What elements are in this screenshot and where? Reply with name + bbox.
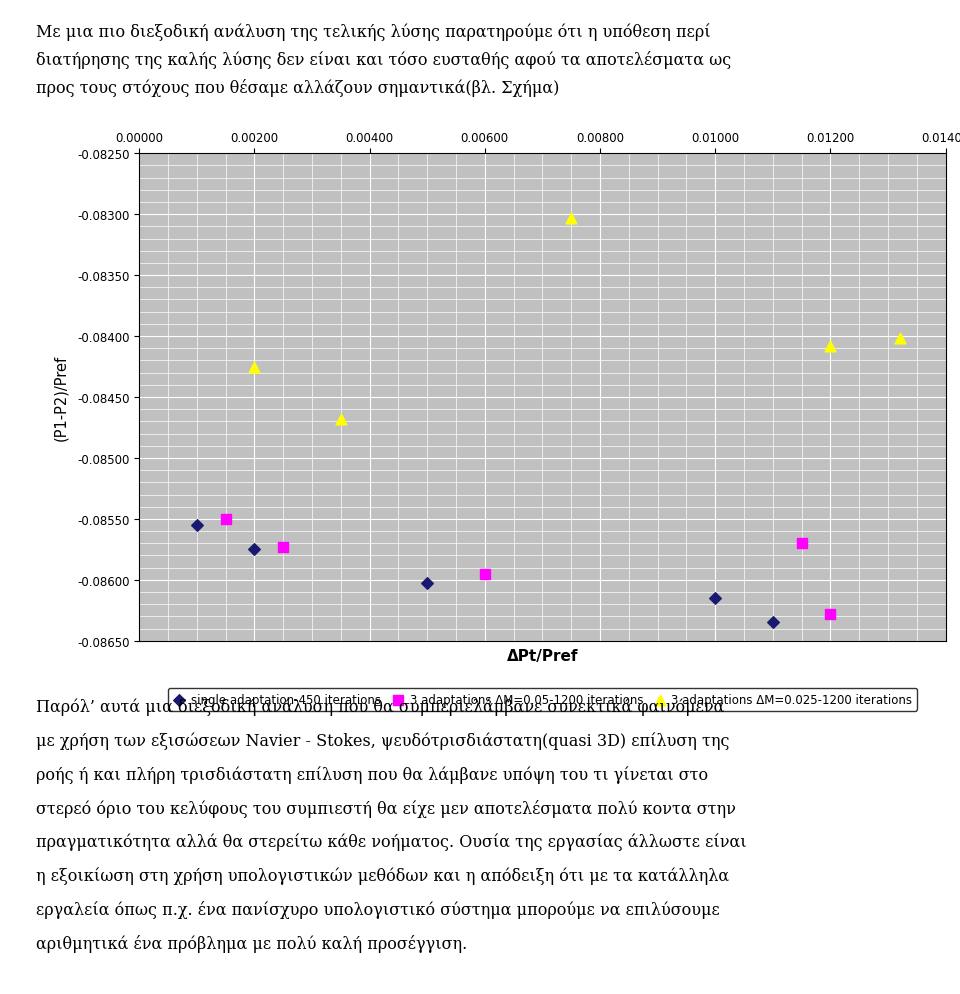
Text: αριθμητικά ένα πρόβλημα με πολύ καλή προσέγγιση.: αριθμητικά ένα πρόβλημα με πολύ καλή προ… bbox=[36, 934, 468, 952]
Text: πραγματικότητα αλλά θα στερείτω κάθε νοήματος. Ουσία της εργασίας άλλωστε είναι: πραγματικότητα αλλά θα στερείτω κάθε νοή… bbox=[36, 833, 747, 851]
3 adaptations ΔM=0.05-1200 iterations bbox=[794, 536, 809, 552]
3 adaptations ΔM=0.05-1200 iterations bbox=[477, 567, 492, 582]
single adaptation-450 iterations bbox=[420, 576, 435, 591]
3 adaptations ΔM=0.025-1200 iterations bbox=[892, 331, 907, 347]
Text: με χρήση των εξισώσεων Navier - Stokes, ψευδότρισδιάστατη(quasi 3D) επίλυση της: με χρήση των εξισώσεων Navier - Stokes, … bbox=[36, 732, 730, 749]
3 adaptations ΔM=0.025-1200 iterations bbox=[333, 412, 348, 427]
3 adaptations ΔM=0.025-1200 iterations bbox=[247, 359, 262, 375]
3 adaptations ΔM=0.05-1200 iterations bbox=[276, 540, 291, 556]
3 adaptations ΔM=0.025-1200 iterations bbox=[564, 211, 579, 227]
Text: στερεό όριο του κελύφους του συμπιεστή θα είχε μεν αποτελέσματα πολύ κοντα στην: στερεό όριο του κελύφους του συμπιεστή θ… bbox=[36, 799, 736, 817]
single adaptation-450 iterations bbox=[189, 518, 204, 534]
single adaptation-450 iterations bbox=[765, 615, 780, 631]
Text: προς τους στόχους που θέσαμε αλλάζουν σημαντικά(βλ. Σχήμα): προς τους στόχους που θέσαμε αλλάζουν ση… bbox=[36, 79, 560, 96]
Y-axis label: (P1-P2)/Pref: (P1-P2)/Pref bbox=[54, 355, 69, 440]
Text: διατήρησης της καλής λύσης δεν είναι και τόσο ευσταθής αφού τα αποτελέσματα ως: διατήρησης της καλής λύσης δεν είναι και… bbox=[36, 51, 732, 69]
Text: ροής ή και πλήρη τρισδιάστατη επίλυση που θα λάμβανε υπόψη του τι γίνεται στο: ροής ή και πλήρη τρισδιάστατη επίλυση πο… bbox=[36, 765, 708, 783]
Text: ΔPt/Pref: ΔPt/Pref bbox=[507, 648, 578, 663]
Text: εργαλεία όπως π.χ. ένα πανίσχυρο υπολογιστικό σύστημα μπορούμε να επιλύσουμε: εργαλεία όπως π.χ. ένα πανίσχυρο υπολογι… bbox=[36, 901, 720, 918]
Text: Με μια πιο διεξοδική ανάλυση της τελικής λύσης παρατηρούμε ότι η υπόθεση περί: Με μια πιο διεξοδική ανάλυση της τελικής… bbox=[36, 23, 711, 41]
single adaptation-450 iterations bbox=[247, 542, 262, 558]
single adaptation-450 iterations bbox=[708, 590, 723, 606]
Text: Παρόλ’ αυτά μια διεξοδική ανάλυση που θα συμπεριελάμβανε συνεκτικά φαινόμενα: Παρόλ’ αυτά μια διεξοδική ανάλυση που θα… bbox=[36, 698, 725, 716]
Legend: single adaptation-450 iterations, 3 adaptations ΔM=0.05-1200 iterations, 3 adapt: single adaptation-450 iterations, 3 adap… bbox=[168, 689, 917, 711]
3 adaptations ΔM=0.025-1200 iterations bbox=[823, 339, 838, 355]
Text: η εξοικίωση στη χρήση υπολογιστικών μεθόδων και η απόδειξη ότι με τα κατάλληλα: η εξοικίωση στη χρήση υπολογιστικών μεθό… bbox=[36, 867, 730, 885]
3 adaptations ΔM=0.05-1200 iterations bbox=[218, 512, 233, 528]
3 adaptations ΔM=0.05-1200 iterations bbox=[823, 606, 838, 622]
